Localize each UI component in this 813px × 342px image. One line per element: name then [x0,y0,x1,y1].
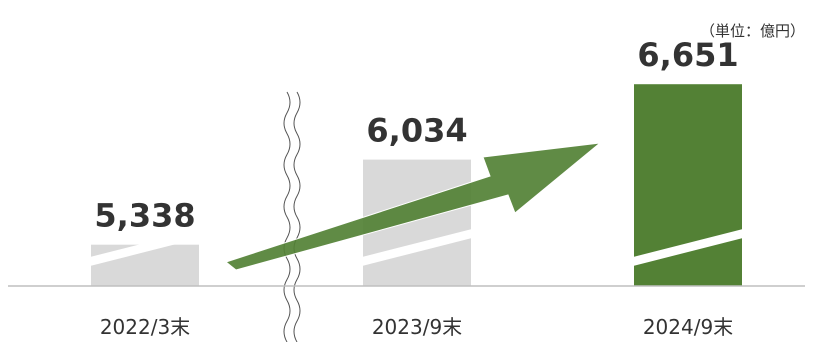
bars-layer [90,84,743,286]
bar-break-mark [633,229,743,266]
bar-break-mark [90,229,200,266]
bar-break-mark [362,229,472,266]
axis-break-gap [285,92,299,342]
axis-break-line [283,91,291,342]
axis-break-layer [283,91,301,342]
category-label: 2024/9末 [643,315,733,339]
value-label: 6,034 [366,112,467,150]
value-label: 6,651 [637,36,738,74]
category-label: 2023/9末 [372,315,462,339]
unit-label: （単位：億円） [699,22,805,40]
value-label: 5,338 [94,197,195,235]
axis-break-line [293,91,301,342]
trend-arrow [224,142,602,271]
labels-layer: 5,338 2022/3末 6,034 2023/9末 6,651 2024/9末 [94,36,738,339]
category-label: 2022/3末 [100,315,190,339]
